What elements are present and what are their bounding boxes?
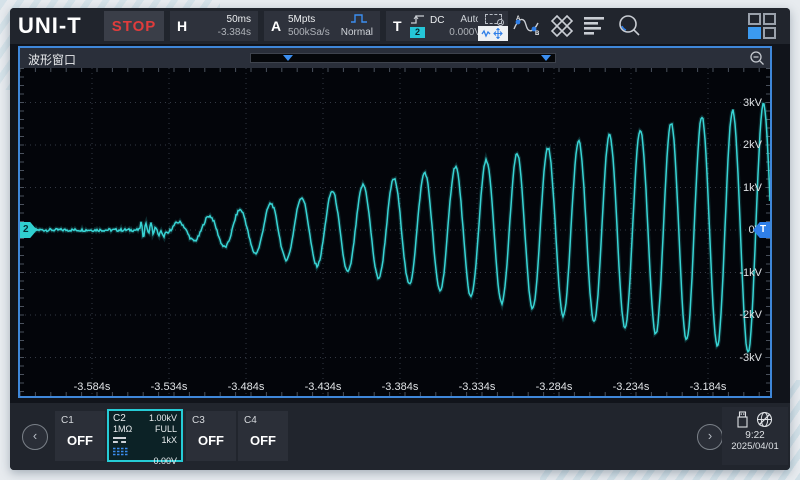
dc-coupling-icon — [113, 437, 126, 443]
diamonds-icon — [550, 14, 574, 38]
channel4-state: OFF — [250, 433, 276, 448]
horizontal-offset-value: -3.384s — [217, 27, 251, 38]
voltage-label: -3kV — [739, 351, 762, 364]
channel2-probe: 1kX — [161, 435, 177, 445]
channel2-name: C2 — [113, 413, 126, 424]
time-label: -3.334s — [458, 381, 496, 393]
time-label: -3.534s — [150, 381, 188, 393]
run-state-button[interactable]: STOP — [104, 11, 164, 41]
view-start-marker[interactable] — [283, 55, 293, 61]
window-title: 波形窗口 — [28, 53, 77, 67]
window-titlebar[interactable]: 波形窗口 — [20, 48, 770, 68]
time-label: -3.384s — [381, 381, 419, 393]
time-label: -3.584s — [73, 381, 111, 393]
trigger-source-badge: 2 — [410, 27, 425, 38]
channel3-state: OFF — [198, 433, 224, 448]
time-label: -3.184s — [689, 381, 727, 393]
cursor-ab-button[interactable]: A B — [510, 11, 542, 41]
svg-text:B: B — [535, 31, 540, 37]
system-status-tile[interactable]: 9:22 2025/04/01 — [722, 407, 788, 465]
trigger-panel[interactable]: T 2 DC Auto 0.000V — [386, 11, 488, 41]
time-label: -3.484s — [227, 381, 265, 393]
voltage-label: 3kV — [743, 96, 762, 109]
clock-date: 2025/04/01 — [731, 441, 779, 452]
time-label: -3.284s — [535, 381, 573, 393]
wave-pan-icon — [478, 26, 508, 41]
horizontal-position-bar[interactable] — [250, 53, 556, 63]
timebase-value: 50ms — [226, 14, 251, 25]
channel2-position-marker[interactable]: 2 — [20, 222, 37, 238]
zoom-out-icon[interactable] — [749, 50, 765, 66]
trigger-coupling-value: DC — [430, 15, 445, 26]
layout-slot-2 — [763, 13, 776, 25]
clock-time: 9:22 — [745, 430, 765, 441]
navigate-button[interactable] — [547, 11, 577, 41]
acquire-panel[interactable]: A 5Mpts 500kSa/s Normal — [264, 11, 380, 41]
search-icon — [619, 15, 640, 36]
view-end-marker[interactable] — [541, 55, 551, 61]
brand-logo: UNI-T — [18, 13, 82, 38]
acquire-label: A — [271, 18, 282, 34]
next-page-button[interactable]: › — [697, 424, 723, 450]
time-label: -3.434s — [304, 381, 342, 393]
waveform-screen[interactable]: 3kV2kV1kV0V-1kV-2kV-3kV -3.584s-3.534s-3… — [20, 68, 770, 396]
top-bar: UNI-T STOP H 50ms -3.384s A 5Mpts 500kSa… — [10, 8, 790, 44]
sample-rate-value: 500kSa/s — [288, 27, 330, 38]
acquire-mode-icon — [351, 14, 367, 23]
voltage-label: 1kV — [743, 181, 762, 194]
bottom-bar: ‹ C1 OFF C2 1.00kV 1MΩ FULL 1kX — [10, 403, 790, 470]
waveform-window: 波形窗口 3kV2kV1kV0V-1kV-2kV-3kV -3.584s-3.5… — [18, 46, 772, 398]
channel2-scale: 1.00kV — [148, 413, 177, 423]
horizontal-panel[interactable]: H 50ms -3.384s — [170, 11, 258, 41]
chevron-left-icon: ‹ — [32, 428, 38, 443]
trigger-label: T — [393, 18, 402, 34]
memory-depth-value: 5Mpts — [288, 14, 316, 25]
channel4-tile[interactable]: C4 OFF — [238, 411, 288, 461]
svg-text:A: A — [516, 16, 521, 22]
window-layout-button[interactable] — [745, 12, 779, 40]
voltage-label: 2kV — [743, 139, 762, 151]
usb-icon — [737, 411, 748, 428]
search-button[interactable] — [612, 11, 646, 41]
waveform-plot — [20, 68, 770, 396]
cursor-ab-icon: A B — [513, 16, 540, 37]
trace-style-icon — [113, 447, 129, 456]
oscilloscope-app: UNI-T STOP H 50ms -3.384s A 5Mpts 500kSa… — [10, 8, 790, 470]
layout-slot-1 — [748, 13, 761, 25]
channel1-tile[interactable]: C1 OFF — [55, 411, 105, 461]
channel2-impedance: 1MΩ — [113, 424, 133, 434]
zoom-select-icon — [478, 11, 508, 26]
prev-page-button[interactable]: ‹ — [22, 424, 48, 450]
channel2-tile[interactable]: C2 1.00kV 1MΩ FULL 1kX 0.00V — [107, 409, 183, 466]
channel3-tile[interactable]: C3 OFF — [186, 411, 236, 461]
list-icon — [584, 17, 604, 35]
trigger-sweep-value: Auto — [460, 14, 481, 25]
horizontal-label: H — [177, 18, 188, 34]
voltage-label: -1kV — [739, 266, 762, 279]
layout-slot-4 — [763, 27, 776, 39]
list-view-button[interactable] — [579, 11, 609, 41]
channel2-offset: 0.00V — [153, 456, 177, 466]
acquire-mode-value: Normal — [340, 27, 373, 38]
channel4-name: C4 — [244, 415, 257, 426]
channel2-bandwidth: FULL — [154, 424, 177, 434]
wave-zoom-tool-button[interactable] — [478, 11, 508, 41]
layout-slot-3-active — [748, 27, 761, 39]
trigger-level-marker[interactable]: T — [753, 222, 770, 238]
channel3-name: C3 — [192, 415, 205, 426]
channel1-state: OFF — [67, 433, 93, 448]
trigger-level-value: 0.000V — [449, 27, 481, 38]
chevron-right-icon: › — [707, 428, 713, 443]
channel1-name: C1 — [61, 415, 74, 426]
voltage-label: -2kV — [739, 309, 762, 321]
trigger-slope-icon — [411, 15, 424, 24]
time-label: -3.234s — [612, 381, 650, 393]
network-disconnected-icon — [756, 411, 773, 428]
